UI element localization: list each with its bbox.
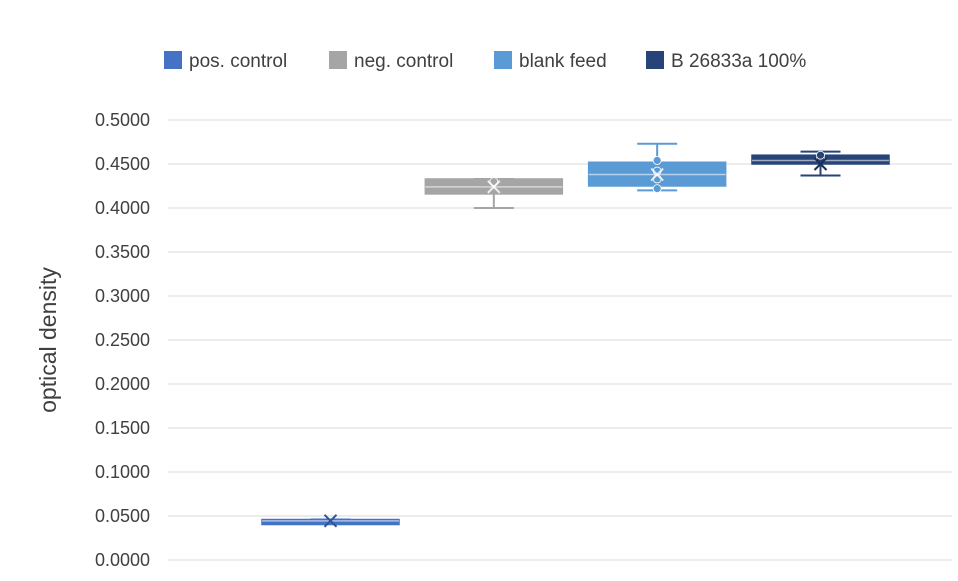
y-axis-title: optical density bbox=[35, 267, 61, 413]
box-3 bbox=[587, 142, 727, 194]
y-tick-label: 0.1500 bbox=[95, 418, 150, 438]
y-tick-label: 0.4500 bbox=[95, 154, 150, 174]
legend-label: pos. control bbox=[189, 51, 287, 72]
y-tick-label: 0.4000 bbox=[95, 198, 150, 218]
box-series bbox=[261, 142, 890, 528]
data-point bbox=[652, 156, 662, 165]
mean-marker bbox=[813, 157, 828, 171]
y-axis-ticks: 0.0000 0.0500 0.1000 0.1500 0.2000 0.2500 0.30… bbox=[95, 110, 150, 570]
y-tick-label: 0.3500 bbox=[95, 242, 150, 262]
legend-swatch bbox=[646, 51, 664, 69]
legend-label: B 26833a 100% bbox=[671, 51, 806, 72]
data-point bbox=[652, 184, 662, 194]
y-tick-label: 0.2500 bbox=[95, 330, 150, 350]
y-tick-label: 0.1000 bbox=[95, 462, 150, 482]
y-tick-label: 0.5000 bbox=[95, 110, 150, 130]
box-1 bbox=[261, 514, 400, 528]
box-2 bbox=[424, 177, 564, 209]
legend-label: blank feed bbox=[519, 51, 607, 72]
y-tick-label: 0.0500 bbox=[95, 506, 150, 526]
mean-marker bbox=[650, 167, 664, 182]
mean-marker bbox=[323, 514, 338, 528]
legend: pos. control neg. control blank feed B 2683… bbox=[164, 51, 806, 72]
y-tick-label: 0.0000 bbox=[95, 550, 150, 570]
box-4 bbox=[751, 150, 890, 177]
legend-swatch bbox=[164, 51, 182, 69]
y-tick-label: 0.3000 bbox=[95, 286, 150, 306]
legend-swatch bbox=[494, 51, 512, 69]
mean-marker bbox=[487, 180, 501, 194]
legend-swatch bbox=[329, 51, 347, 69]
y-tick-label: 0.2000 bbox=[95, 374, 150, 394]
data-point bbox=[816, 150, 825, 160]
legend-label: neg. control bbox=[354, 51, 453, 72]
